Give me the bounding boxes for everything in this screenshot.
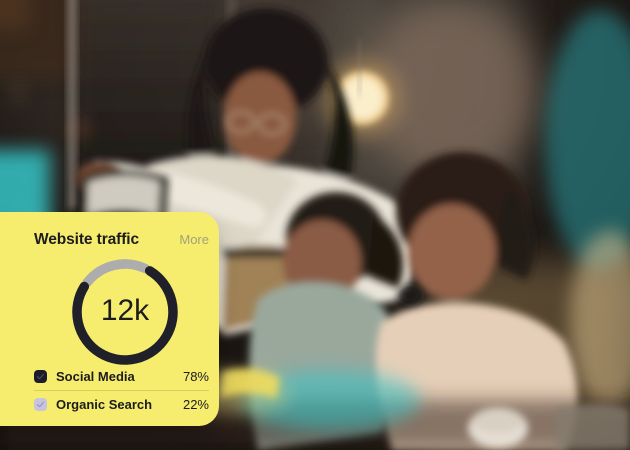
svg-text:12k: 12k	[101, 294, 150, 327]
